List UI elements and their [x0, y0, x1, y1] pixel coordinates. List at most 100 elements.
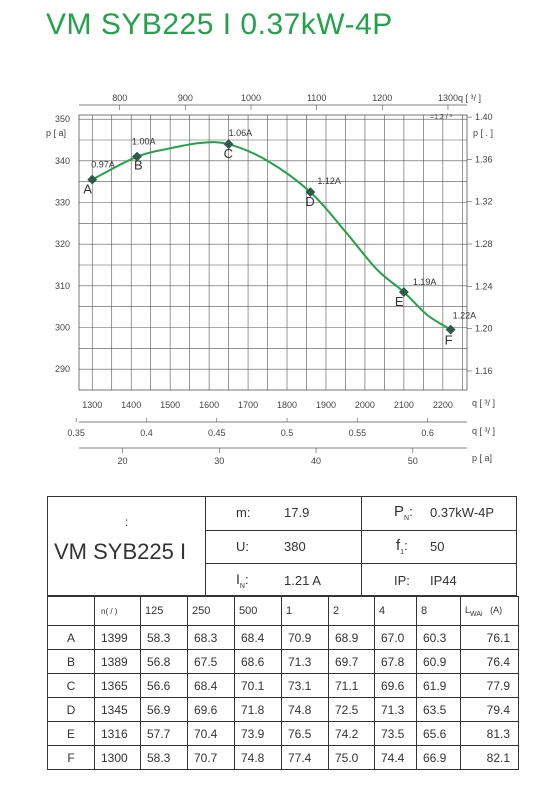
point-letter-c: C	[224, 146, 233, 161]
row-value: 74.8	[234, 745, 282, 770]
row-value: 70.1	[234, 673, 282, 698]
row-value: 71.3	[374, 697, 417, 722]
voltage-value: 380	[284, 539, 306, 554]
point-marker-c	[223, 139, 234, 150]
row-value: 58.3	[140, 625, 188, 650]
ip-label: IP:	[394, 573, 410, 588]
point-current-b: 1.00A	[132, 137, 156, 147]
header-band: 125	[140, 596, 188, 626]
y-right-tick-label: 1.16	[475, 366, 493, 376]
row-label: E	[47, 721, 95, 746]
x-secondary-tick-label: 0.6	[421, 428, 434, 438]
y-left-tick-label: 330	[55, 198, 70, 208]
header-blank	[47, 596, 95, 626]
y-left-tick-label: 290	[55, 364, 70, 374]
row-value: 68.4	[187, 673, 235, 698]
current-value: 1.21 A	[284, 573, 321, 588]
y-right-tick-label: 1.28	[475, 239, 493, 249]
x-main-tick-label: 2100	[394, 400, 414, 410]
row-value: 72.5	[328, 697, 375, 722]
x-top-tick-label: 900	[178, 93, 193, 103]
row-value: 71.8	[234, 697, 282, 722]
row-total: 77.9	[460, 673, 519, 698]
y-right-tick-label: 1.32	[475, 197, 493, 207]
table-row: A 1399 58.3 68.3 68.4 70.9 68.9 67.0 60.3 76.1	[47, 625, 519, 650]
row-value: 65.6	[416, 721, 461, 746]
row-total: 82.1	[460, 745, 519, 770]
current-label: IN:	[236, 571, 249, 590]
x-secondary-tick-label: 0.5	[281, 428, 294, 438]
row-value: 67.8	[374, 649, 417, 674]
row-total: 81.3	[460, 721, 519, 746]
row-value: 73.9	[234, 721, 282, 746]
x-main-tick-label: 2000	[355, 400, 375, 410]
row-value: 73.5	[374, 721, 417, 746]
row-speed: 1316	[94, 721, 141, 746]
row-speed: 1389	[94, 649, 141, 674]
y-right-tick-label: 1.36	[475, 154, 493, 164]
point-marker-d	[305, 187, 316, 198]
row-speed: 1300	[94, 745, 141, 770]
row-label: A	[47, 625, 95, 650]
x-top-tick-label: 1300	[438, 93, 458, 103]
chart-axes	[78, 104, 468, 449]
x-main-tick-label: 1600	[199, 400, 219, 410]
row-value: 76.5	[281, 721, 329, 746]
x-top-tick-label: 1100	[307, 93, 326, 103]
row-value: 57.7	[140, 721, 188, 746]
x-bottom-tick-label: 20	[118, 456, 128, 466]
x-secondary-tick-label: 0.45	[208, 428, 226, 438]
row-label: D	[47, 697, 95, 722]
x-top-tick-label: 1200	[372, 93, 392, 103]
x-bottom-tick-label: 40	[311, 456, 321, 466]
row-value: 77.4	[281, 745, 329, 770]
point-letter-d: D	[305, 194, 314, 209]
row-value: 70.4	[187, 721, 235, 746]
row-speed: 1345	[94, 697, 141, 722]
frequency-value: 50	[430, 539, 445, 554]
header-band: 2	[328, 596, 375, 626]
row-value: 68.4	[234, 625, 282, 650]
row-value: 67.0	[374, 625, 417, 650]
mass-value: 17.9	[284, 505, 310, 520]
x-main-tick-label: 1300	[82, 400, 102, 410]
table-row: B 1389 56.8 67.5 68.6 71.3 69.7 67.8 60.9 76.4	[47, 649, 519, 674]
model-top: :	[124, 515, 129, 529]
fan-curve-chart: 290 300 310 320 330 340 350 p [ a] 1.16 1.20 1.24 1…	[46, 93, 495, 466]
row-speed: 1365	[94, 673, 141, 698]
row-value: 68.3	[187, 625, 235, 650]
row-value: 71.3	[281, 649, 329, 674]
table-row: D 1345 56.9 69.6 71.8 74.8 72.5 71.3 63.5 79.4	[47, 697, 519, 722]
x-secondary-tick-label: 0.4	[140, 428, 153, 438]
row-value: 75.0	[328, 745, 375, 770]
plot-frame	[78, 114, 468, 391]
model-name: VM SYB225 I	[54, 539, 187, 564]
row-total: 76.4	[460, 649, 519, 674]
row-speed: 1399	[94, 625, 141, 650]
row-value: 58.3	[140, 745, 188, 770]
table-row: E 1316 57.7 70.4 73.9 76.5 74.2 73.5 65.6 81.3	[47, 721, 519, 746]
row-value: 69.7	[328, 649, 375, 674]
x-top-tick-label: 800	[112, 93, 127, 103]
row-value: 68.9	[328, 625, 375, 650]
row-value: 71.1	[328, 673, 375, 698]
row-value: 60.3	[416, 625, 461, 650]
table-row: C 1365 56.6 68.4 70.1 73.1 71.1 69.6 61.9 77.9	[47, 673, 519, 698]
x-bottom-tick-label: 30	[214, 456, 224, 466]
chart-title: VM SYB225 I 0.37kW-4P	[46, 8, 393, 41]
row-value: 56.6	[140, 673, 188, 698]
point-marker-e	[398, 287, 409, 298]
row-value: 61.9	[416, 673, 461, 698]
row-value: 60.9	[416, 649, 461, 674]
row-value: 67.5	[187, 649, 235, 674]
point-current-d: 1.12A	[317, 176, 341, 186]
y-left-tick-label: 300	[55, 323, 70, 333]
header-band: 1	[281, 596, 329, 626]
chart-ticks: 290 300 310 320 330 340 350 p [ a] 1.16 1.20 1.24 1…	[46, 93, 495, 466]
y-left-tick-label: 350	[55, 114, 70, 124]
point-letter-b: B	[134, 158, 143, 173]
x-main-tick-label: 1900	[316, 400, 336, 410]
point-current-f: 1.22A	[453, 311, 477, 321]
header-band: 4	[374, 596, 417, 626]
header-band: 500	[234, 596, 282, 626]
